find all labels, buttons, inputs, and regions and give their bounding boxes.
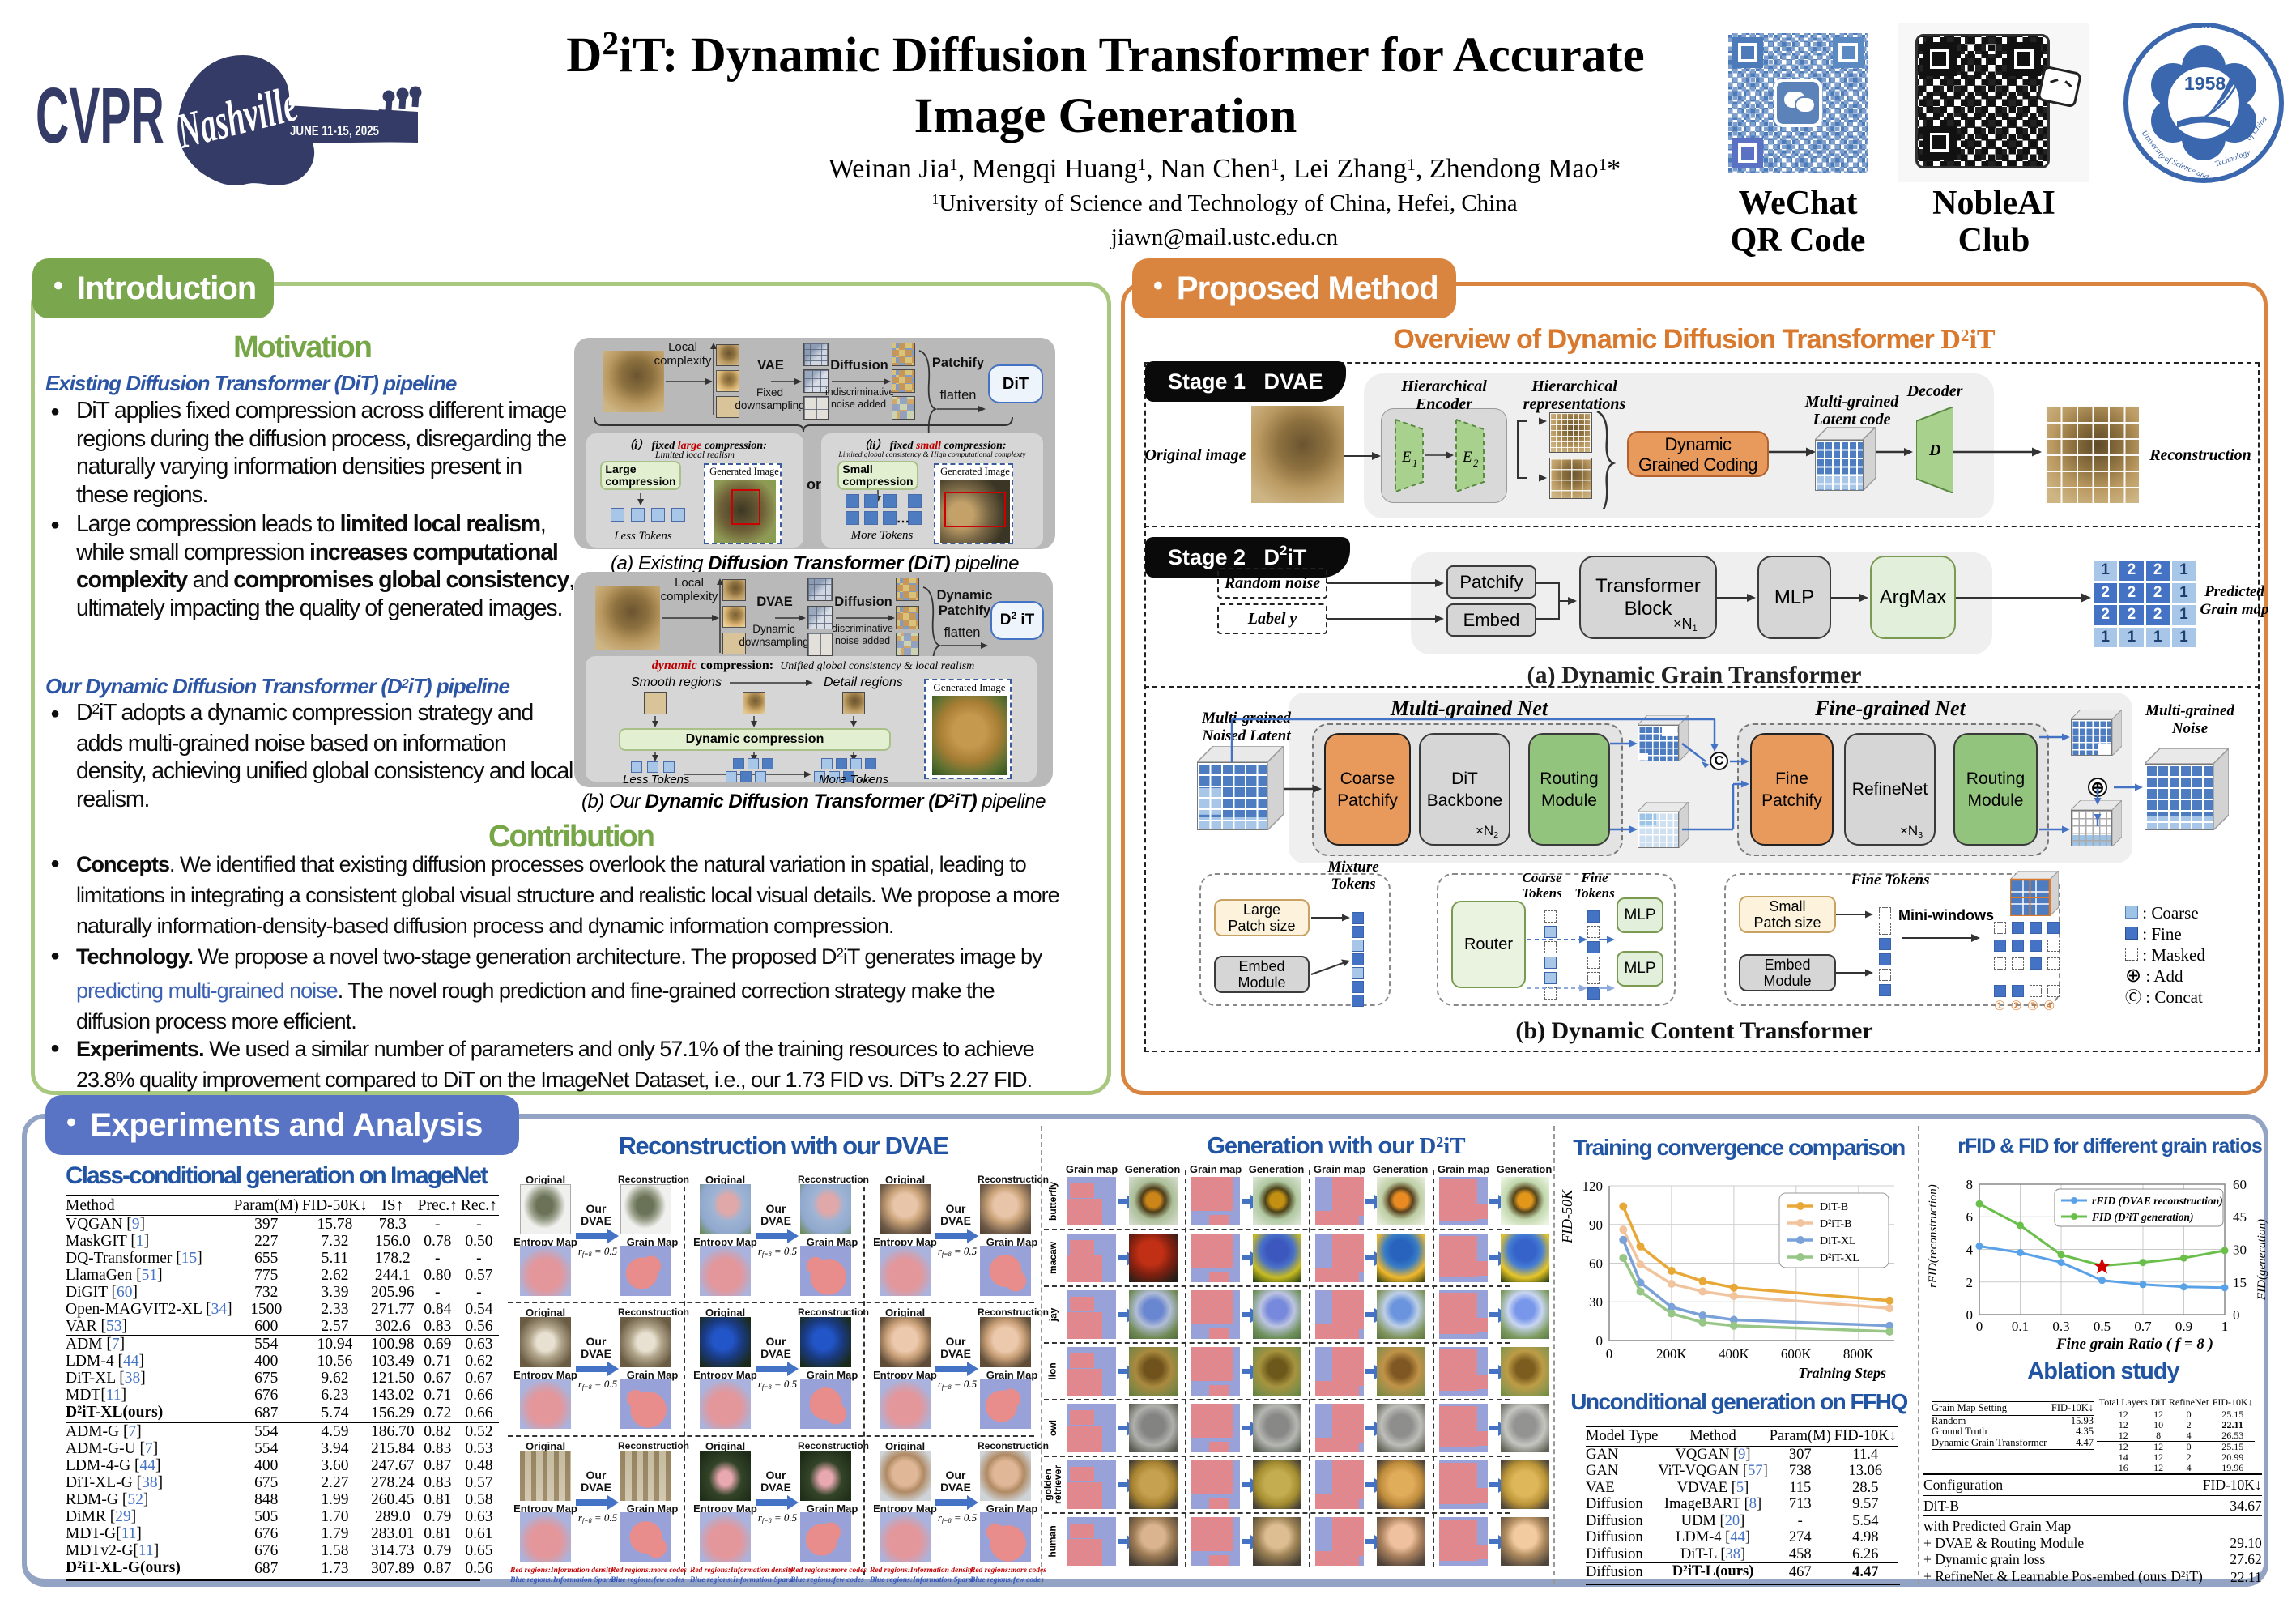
svg-text:0: 0 xyxy=(1976,1319,1983,1334)
svg-text:400K: 400K xyxy=(1719,1346,1750,1362)
svg-text:DiT-XL: DiT-XL xyxy=(1820,1235,1856,1247)
svg-text:D: D xyxy=(1928,441,1940,459)
svg-text:0: 0 xyxy=(2233,1307,2240,1323)
svg-text:60: 60 xyxy=(2233,1177,2247,1192)
svg-text:0: 0 xyxy=(1966,1307,1974,1323)
svg-text:JUNE 11-15, 2025: JUNE 11-15, 2025 xyxy=(290,122,379,139)
svg-text:0: 0 xyxy=(1606,1346,1613,1362)
svg-text:8: 8 xyxy=(1966,1177,1974,1192)
svg-text:E: E xyxy=(1401,449,1412,466)
svg-text:0.7: 0.7 xyxy=(2134,1319,2152,1334)
svg-text:1: 1 xyxy=(2221,1319,2229,1334)
svg-text:0.1: 0.1 xyxy=(2012,1319,2029,1334)
svg-text:600K: 600K xyxy=(1781,1346,1813,1362)
svg-text:rFID (DVAE reconstruction): rFID (DVAE reconstruction) xyxy=(2092,1195,2223,1207)
svg-text:0.3: 0.3 xyxy=(2052,1319,2069,1334)
svg-text:科: 科 xyxy=(2179,28,2194,45)
svg-text:6: 6 xyxy=(1966,1209,1974,1225)
svg-text:45: 45 xyxy=(2233,1209,2247,1225)
svg-text:0.9: 0.9 xyxy=(2175,1319,2192,1334)
svg-text:90: 90 xyxy=(1589,1217,1603,1233)
svg-text:30: 30 xyxy=(1589,1294,1603,1310)
svg-text:学: 学 xyxy=(2200,26,2213,40)
svg-text:2: 2 xyxy=(1966,1275,1974,1290)
svg-text:D²iT-XL: D²iT-XL xyxy=(1820,1252,1859,1264)
svg-text:Training Steps: Training Steps xyxy=(1798,1365,1886,1381)
svg-text:FID (D²iT generation): FID (D²iT generation) xyxy=(2091,1211,2194,1223)
svg-text:1958: 1958 xyxy=(2184,73,2226,94)
svg-text:800K: 800K xyxy=(1843,1346,1875,1362)
svg-text:技: 技 xyxy=(2218,30,2234,48)
svg-text:1: 1 xyxy=(1412,457,1418,469)
svg-text:4: 4 xyxy=(1966,1243,1974,1258)
svg-text:学: 学 xyxy=(2256,76,2275,93)
svg-text:2: 2 xyxy=(1473,457,1479,469)
svg-text:0.5: 0.5 xyxy=(2094,1319,2111,1334)
svg-text:30: 30 xyxy=(2233,1243,2247,1258)
svg-text:15: 15 xyxy=(2233,1275,2247,1290)
svg-text:E: E xyxy=(1462,449,1472,466)
svg-text:D²iT-B: D²iT-B xyxy=(1820,1218,1851,1230)
svg-text:Fine grain Ratio ( f = 8 ): Fine grain Ratio ( f = 8 ) xyxy=(2055,1336,2213,1353)
svg-text:0: 0 xyxy=(1596,1333,1604,1349)
svg-text:CVPR: CVPR xyxy=(36,73,164,160)
svg-text:60: 60 xyxy=(1589,1256,1603,1272)
svg-text:200K: 200K xyxy=(1656,1346,1687,1362)
svg-text:DiT-B: DiT-B xyxy=(1820,1201,1848,1213)
svg-text:120: 120 xyxy=(1582,1179,1604,1194)
